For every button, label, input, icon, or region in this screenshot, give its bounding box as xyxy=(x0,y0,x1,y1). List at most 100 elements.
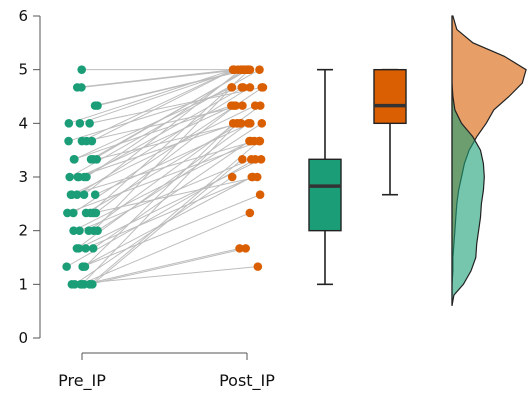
paired-line xyxy=(83,247,240,285)
post-point xyxy=(253,262,263,271)
paired-line xyxy=(84,122,234,267)
paired-line xyxy=(89,140,260,285)
paired-line xyxy=(80,212,251,285)
pre-point xyxy=(72,190,82,200)
post-point xyxy=(237,83,247,92)
pre-point xyxy=(70,280,80,289)
paired-line xyxy=(93,69,248,160)
pre-point xyxy=(77,65,87,74)
pre-point xyxy=(77,136,87,146)
x-tick-label: Post_IP xyxy=(219,371,275,391)
pre-point xyxy=(82,172,91,182)
post-box xyxy=(373,68,407,125)
post-point xyxy=(227,83,236,92)
post-point xyxy=(257,83,267,92)
post-point xyxy=(235,119,245,128)
pre-point xyxy=(85,280,95,289)
pre-point xyxy=(80,262,90,271)
pre-point xyxy=(87,136,97,146)
y-tick-label: 0 xyxy=(18,329,28,347)
pre-point xyxy=(81,244,90,253)
pre-point xyxy=(77,280,87,289)
axes: 0 1 2 3 4 5 6 Pre_IP Post_IP xyxy=(18,7,275,391)
paired-line xyxy=(68,69,234,124)
data-points xyxy=(62,65,268,289)
pre-box xyxy=(308,158,342,232)
paired-line xyxy=(77,122,238,178)
paired-line xyxy=(82,194,261,268)
paired-line xyxy=(85,122,242,214)
pre-point xyxy=(69,226,78,235)
pre-point xyxy=(70,154,79,164)
pre-point xyxy=(79,190,89,200)
pre-density xyxy=(451,16,485,306)
paired-line xyxy=(89,86,262,124)
paired-line xyxy=(97,122,263,232)
pre-point xyxy=(72,244,82,253)
paired-line xyxy=(93,87,233,232)
post-point xyxy=(250,136,259,146)
post-point xyxy=(245,208,255,218)
paired-line xyxy=(68,86,242,142)
post-point xyxy=(250,101,260,110)
paired-line xyxy=(95,105,237,214)
paired-line xyxy=(83,86,244,178)
post-point xyxy=(246,154,256,164)
pre-point xyxy=(89,154,98,164)
paired-line xyxy=(77,69,235,88)
pre-point xyxy=(75,119,85,128)
pre-point xyxy=(90,101,100,110)
paired-line xyxy=(85,176,253,249)
post-point xyxy=(227,101,236,110)
paired-line xyxy=(83,69,242,196)
y-tick-label: 6 xyxy=(18,7,28,25)
post-point xyxy=(252,172,262,182)
post-point xyxy=(238,101,247,110)
post-point xyxy=(229,65,239,74)
paired-line xyxy=(86,105,243,142)
post-point xyxy=(245,83,255,92)
boxplots xyxy=(308,68,407,286)
paired-line xyxy=(78,158,262,249)
post-point xyxy=(235,244,244,253)
pre-point xyxy=(65,172,74,182)
pre-point xyxy=(75,226,84,235)
paired-line xyxy=(67,140,261,214)
y-tick-label: 3 xyxy=(18,168,28,186)
pre-point xyxy=(89,226,98,235)
x-tick-label: Pre_IP xyxy=(58,371,106,391)
y-tick-label: 5 xyxy=(18,61,28,79)
pre-point xyxy=(63,208,72,218)
pre-point xyxy=(62,262,71,271)
pre-point xyxy=(86,208,95,218)
post-point xyxy=(227,172,237,182)
paired-line xyxy=(89,247,246,285)
y-tick-label: 2 xyxy=(18,222,28,240)
post-point xyxy=(241,244,250,253)
pre-point xyxy=(69,208,78,218)
post-point xyxy=(246,119,255,128)
y-tick-label: 1 xyxy=(18,275,28,293)
paired-line xyxy=(81,122,238,285)
paired-line xyxy=(70,140,255,196)
pre-point xyxy=(85,119,94,128)
paired-line xyxy=(91,69,235,142)
paired-line xyxy=(93,176,258,214)
paired-line xyxy=(94,122,251,196)
post-point xyxy=(238,65,248,74)
post-point xyxy=(238,154,247,164)
pre-point xyxy=(64,136,73,146)
post-point xyxy=(257,119,267,128)
paired-line xyxy=(94,69,247,107)
pre-point xyxy=(64,119,74,128)
density-clouds xyxy=(451,15,527,306)
paired-line xyxy=(92,140,250,249)
paired-line xyxy=(82,176,253,268)
paired-line xyxy=(96,122,241,160)
paired-line xyxy=(81,69,234,142)
pre-point xyxy=(90,190,100,200)
post-point xyxy=(255,190,265,200)
pre-point xyxy=(72,83,82,92)
paired-line xyxy=(79,158,252,232)
